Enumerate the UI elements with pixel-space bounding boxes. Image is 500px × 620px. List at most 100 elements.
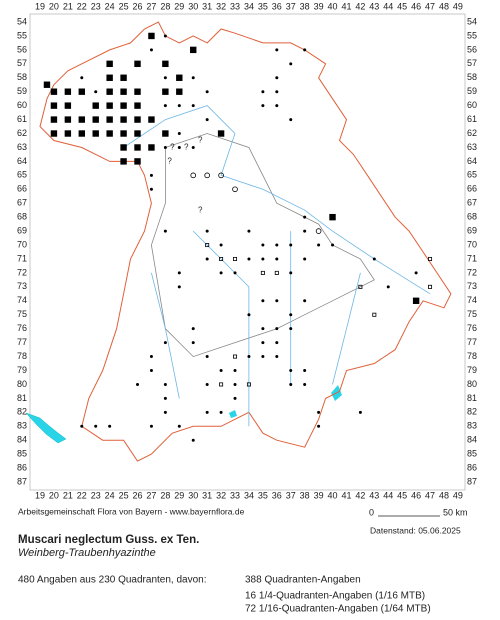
row-label: 67 [17, 198, 27, 208]
row-label: 86 [17, 462, 27, 472]
column-label: 49 [453, 1, 463, 11]
column-label: 29 [174, 1, 184, 11]
column-label: 32 [216, 490, 226, 500]
marker-dot [163, 145, 167, 149]
column-label: 22 [77, 1, 87, 11]
marker-dot [317, 410, 321, 414]
marker-square [50, 88, 58, 95]
marker-dot [233, 271, 237, 275]
marker-dot [303, 48, 307, 52]
uncertain-mark: ? [198, 205, 203, 214]
marker-small-square [246, 382, 251, 387]
row-label: 61 [17, 114, 27, 124]
marker-dot [136, 382, 140, 386]
marker-dot [177, 285, 181, 289]
marker-square [134, 116, 141, 123]
marker-dot [261, 327, 265, 331]
row-label: 83 [467, 421, 477, 431]
marker-dot [219, 271, 223, 275]
row-label: 59 [467, 86, 477, 96]
column-label: 22 [77, 490, 87, 500]
marker-square [162, 88, 169, 95]
marker-dot [289, 118, 293, 122]
marker-dot [177, 145, 181, 149]
marker-dot [205, 90, 209, 94]
river [192, 230, 250, 427]
marker-square [64, 88, 72, 95]
marker-dot [261, 299, 265, 303]
row-label: 69 [17, 225, 27, 235]
marker-dot [317, 243, 321, 247]
marker-dot [233, 369, 237, 372]
marker-dot [275, 341, 279, 345]
row-label: 62 [467, 128, 477, 138]
marker-small-square [205, 243, 210, 248]
marker-dot [275, 48, 279, 52]
marker-dot [205, 410, 209, 414]
marker-dot [80, 424, 84, 428]
marker-dot [191, 341, 195, 345]
marker-dot [289, 369, 293, 372]
row-label: 80 [17, 379, 27, 389]
row-label: 82 [17, 407, 27, 417]
marker-square [120, 102, 127, 109]
marker-dot [191, 76, 195, 80]
column-label: 44 [383, 490, 393, 500]
marker-square [134, 60, 141, 68]
row-label: 63 [17, 142, 27, 152]
marker-square [148, 32, 155, 40]
uncertain-mark: ? [167, 157, 172, 166]
row-label: 71 [467, 253, 477, 263]
marker-dot [261, 104, 265, 108]
marker-circle [315, 228, 322, 234]
row-label: 65 [467, 170, 477, 180]
marker-small-square [260, 270, 265, 275]
marker-square [162, 130, 169, 137]
column-label: 19 [35, 490, 45, 500]
marker-dot [205, 355, 209, 359]
column-label: 47 [425, 1, 435, 11]
marker-dot [177, 424, 181, 428]
marker-square [120, 88, 127, 95]
marker-square [329, 213, 336, 221]
column-label: 44 [383, 1, 393, 11]
marker-dot [191, 145, 195, 149]
marker-square [412, 297, 420, 304]
marker-dot [247, 257, 251, 261]
row-label: 72 [17, 267, 27, 277]
marker-square [176, 74, 183, 81]
row-label: 59 [17, 86, 27, 96]
marker-dot [247, 313, 251, 317]
column-label: 31 [202, 490, 212, 500]
river [123, 105, 431, 295]
marker-square [120, 144, 127, 151]
marker-dot [205, 382, 209, 386]
marker-dot [303, 229, 307, 233]
marker-square [106, 102, 113, 109]
marker-dot [275, 243, 279, 247]
row-label: 64 [467, 156, 477, 166]
marker-small-square [233, 354, 238, 359]
column-label: 19 [35, 1, 45, 11]
column-label: 30 [188, 490, 198, 500]
marker-circle [232, 186, 238, 193]
marker-square [162, 60, 169, 68]
column-label: 45 [397, 1, 407, 11]
row-label: 55 [467, 30, 477, 40]
marker-dot [205, 257, 209, 261]
marker-square [120, 158, 127, 165]
marker-square [106, 130, 113, 137]
marker-square [78, 130, 85, 137]
marker-dot [275, 257, 279, 261]
lake [25, 412, 67, 444]
row-label: 58 [467, 72, 477, 82]
marker-dot [275, 90, 279, 94]
marker-small-square [219, 382, 224, 387]
breakdown-line: 72 1/16-Quadranten-Angaben (1/64 MTB) [245, 604, 431, 615]
row-label: 78 [17, 351, 27, 361]
marker-square [78, 88, 85, 95]
row-label: 61 [467, 114, 477, 124]
column-label: 37 [286, 1, 296, 11]
marker-small-square [274, 270, 279, 275]
region-outline [39, 21, 452, 462]
